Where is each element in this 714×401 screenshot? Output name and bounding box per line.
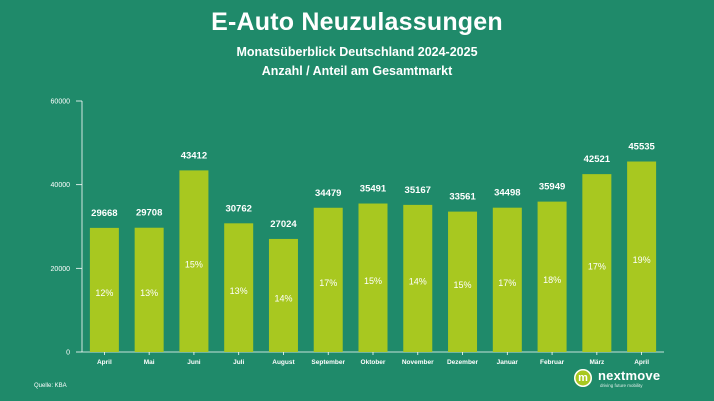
bar-share-label: 19% <box>633 255 651 265</box>
bar-value-label: 43412 <box>181 150 207 161</box>
bar-value-label: 30762 <box>225 203 251 214</box>
bar <box>134 227 164 352</box>
bar-share-label: 15% <box>454 280 472 290</box>
bar <box>537 201 567 352</box>
bar-share-label: 14% <box>409 277 427 287</box>
y-tick-label: 0 <box>66 350 70 357</box>
bar-share-label: 15% <box>185 259 203 269</box>
x-tick-label: Dezember <box>447 359 479 366</box>
bar <box>358 203 388 352</box>
bar-value-label: 35491 <box>360 184 387 195</box>
x-tick-label: August <box>272 359 295 366</box>
bar-value-label: 42521 <box>584 154 611 165</box>
bar-value-label: 35167 <box>405 185 431 196</box>
bar-share-label: 14% <box>274 294 292 304</box>
brand-name: nextmove <box>598 368 661 383</box>
bar-share-label: 13% <box>140 288 158 298</box>
bar <box>268 238 298 352</box>
x-tick-label: April <box>97 359 112 366</box>
bar <box>448 211 478 352</box>
x-tick-label: Juli <box>233 359 244 366</box>
y-tick-label: 20000 <box>51 266 71 273</box>
bar-value-label: 29708 <box>136 208 162 219</box>
nextmove-logo-icon: m <box>574 369 592 387</box>
bar-value-label: 33561 <box>449 192 476 203</box>
bar-value-label: 45535 <box>628 142 655 153</box>
bar-share-label: 15% <box>364 276 382 286</box>
x-tick-label: Juni <box>187 359 201 366</box>
bar-share-label: 18% <box>543 275 561 285</box>
x-tick-label: September <box>311 359 345 366</box>
bar <box>179 170 209 352</box>
bar <box>313 207 343 352</box>
bar-share-label: 17% <box>588 261 606 271</box>
x-tick-label: April <box>634 359 649 366</box>
bar-value-label: 34498 <box>494 188 520 199</box>
brand-logo: m nextmove driving future mobility <box>574 367 694 391</box>
brand-tagline: driving future mobility <box>600 383 643 388</box>
bar <box>627 161 657 352</box>
bar-value-label: 34479 <box>315 188 341 199</box>
chart-title: E-Auto Neuzulassungen <box>211 8 503 36</box>
bar <box>224 223 254 352</box>
chart-subtitle: Monatsüberblick Deutschland 2024-2025 <box>236 45 478 59</box>
y-tick-label: 60000 <box>51 99 71 106</box>
x-tick-label: Januar <box>497 359 519 366</box>
bar-value-label: 35949 <box>539 182 565 193</box>
x-tick-label: März <box>589 359 605 366</box>
bar-share-label: 12% <box>95 288 113 298</box>
bar-share-label: 13% <box>230 286 248 296</box>
bar-value-label: 29668 <box>91 208 117 219</box>
x-tick-label: Mai <box>144 359 155 366</box>
bar <box>89 227 119 352</box>
x-tick-label: Februar <box>540 359 565 366</box>
bar <box>403 204 433 352</box>
bar <box>492 207 522 352</box>
bar-value-label: 27024 <box>270 219 297 230</box>
bar-share-label: 17% <box>498 278 516 288</box>
source-note: Quelle: KBA <box>34 383 67 389</box>
chart-subtitle-2: Anzahl / Anteil am Gesamtmarkt <box>261 64 453 78</box>
y-tick-label: 40000 <box>51 182 71 189</box>
bar-share-label: 17% <box>319 278 337 288</box>
x-tick-label: Oktober <box>361 359 386 366</box>
x-tick-label: November <box>402 359 434 366</box>
bar <box>582 174 612 352</box>
